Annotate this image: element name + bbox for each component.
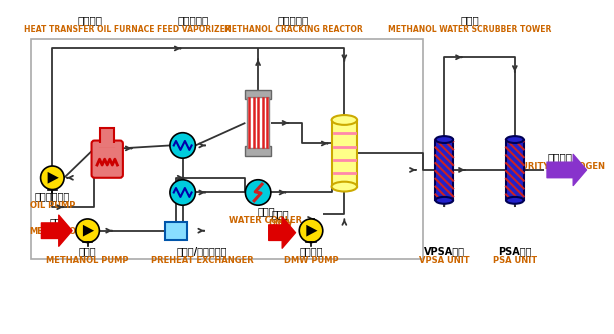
Text: VPSA脱碳: VPSA脱碳 (424, 246, 465, 257)
Bar (246, 90, 271, 100)
FancyBboxPatch shape (91, 141, 123, 178)
Text: 裂解反应器: 裂解反应器 (278, 15, 309, 25)
Bar (100, 128, 114, 146)
Ellipse shape (332, 182, 357, 191)
Text: PSA UNIT: PSA UNIT (493, 256, 537, 265)
Text: 反应气/原料换热器: 反应气/原料换热器 (177, 246, 228, 257)
Ellipse shape (506, 197, 524, 204)
Bar (247, 98, 269, 148)
Bar (165, 222, 187, 239)
Circle shape (170, 180, 195, 205)
Circle shape (76, 219, 99, 242)
Text: VPSA UNIT: VPSA UNIT (419, 256, 470, 265)
Text: 水洗塔: 水洗塔 (460, 15, 479, 25)
Text: HEAT TRANSFER OIL FURNACE: HEAT TRANSFER OIL FURNACE (25, 25, 155, 34)
Polygon shape (83, 225, 94, 236)
Text: METHANOL CRACKING REACTOR: METHANOL CRACKING REACTOR (224, 25, 363, 34)
Bar (31, 39, 422, 259)
Text: 高纯氢气: 高纯氢气 (548, 152, 572, 162)
Text: 水冷器: 水冷器 (257, 206, 274, 216)
Text: 甲醇: 甲醇 (49, 217, 61, 227)
Text: PREHEAT EXCHANGER: PREHEAT EXCHANGER (151, 256, 254, 265)
Circle shape (246, 180, 271, 205)
Text: DMW: DMW (268, 219, 293, 228)
Bar (246, 146, 271, 156)
Text: PSA提氢: PSA提氢 (498, 246, 532, 257)
Text: DMW PUMP: DMW PUMP (284, 256, 338, 265)
Text: METHANOL PUMP: METHANOL PUMP (47, 256, 129, 265)
Text: WATER COOLER: WATER COOLER (230, 216, 303, 225)
Ellipse shape (332, 115, 357, 125)
Bar (332, 120, 357, 187)
Bar (506, 140, 524, 200)
Polygon shape (306, 225, 317, 236)
Text: PURITY HYDROGEN: PURITY HYDROGEN (515, 162, 605, 171)
Circle shape (170, 133, 195, 158)
Ellipse shape (506, 136, 524, 143)
Ellipse shape (435, 136, 453, 143)
Text: 导热油循环泵: 导热油循环泵 (35, 191, 70, 201)
Text: 脱盐水: 脱盐水 (272, 209, 289, 219)
Circle shape (299, 219, 323, 242)
Bar (95, 144, 119, 147)
Text: 导热油炉: 导热油炉 (77, 15, 102, 25)
Text: 脱盐水泵: 脱盐水泵 (299, 246, 323, 257)
Text: 甲醇泵: 甲醇泵 (79, 246, 96, 257)
Text: OIL PUMP: OIL PUMP (29, 201, 75, 210)
Text: METHANOL: METHANOL (29, 227, 82, 236)
Bar (435, 140, 453, 200)
Text: METHANOL WATER SCRUBBER TOWER: METHANOL WATER SCRUBBER TOWER (388, 25, 551, 34)
Polygon shape (48, 172, 59, 184)
Text: 原料汽化器: 原料汽化器 (178, 15, 209, 25)
Text: FEED VAPORIZER: FEED VAPORIZER (157, 25, 230, 34)
Circle shape (41, 166, 64, 189)
Ellipse shape (435, 197, 453, 204)
